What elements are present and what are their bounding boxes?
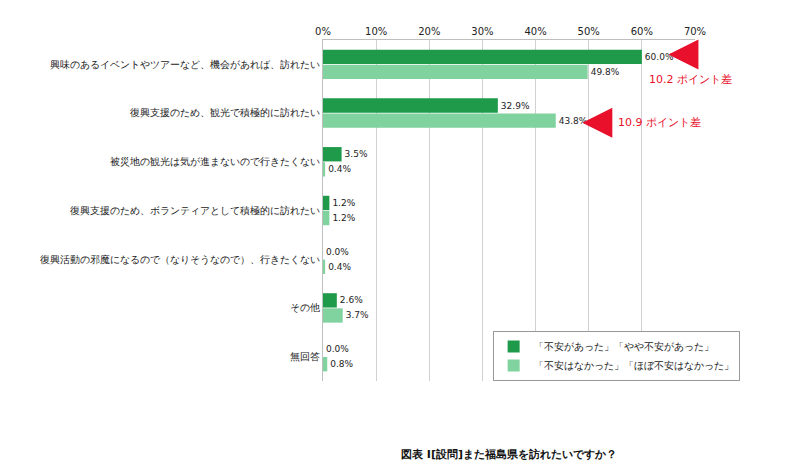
svg-text:60%: 60% (631, 26, 653, 37)
svg-text:その他: その他 (290, 302, 320, 313)
svg-text:1.2%: 1.2% (332, 213, 355, 223)
svg-text:40%: 40% (524, 26, 546, 37)
svg-text:43.8%: 43.8% (559, 116, 588, 126)
svg-text:0.4%: 0.4% (328, 164, 351, 174)
svg-text:20%: 20% (418, 26, 440, 37)
svg-text:「不安はなかった」「ほぼ不安はなかった」: 「不安はなかった」「ほぼ不安はなかった」 (534, 360, 734, 371)
svg-text:0.0%: 0.0% (326, 344, 349, 354)
svg-text:70%: 70% (684, 26, 706, 37)
svg-text:2.6%: 2.6% (340, 295, 363, 305)
svg-text:30%: 30% (471, 26, 493, 37)
svg-text:被災地の観光は気が進まないので行きたくない: 被災地の観光は気が進まないので行きたくない (110, 156, 320, 167)
svg-text:60.0%: 60.0% (645, 52, 674, 62)
svg-text:0.8%: 0.8% (330, 359, 353, 369)
svg-text:10.9 ポイント差: 10.9 ポイント差 (618, 116, 701, 129)
svg-text:0.0%: 0.0% (326, 247, 349, 257)
svg-text:50%: 50% (578, 26, 600, 37)
svg-text:3.7%: 3.7% (346, 310, 369, 320)
svg-text:1.2%: 1.2% (332, 198, 355, 208)
svg-text:「不安があった」「やや不安があった」: 「不安があった」「やや不安があった」 (534, 341, 714, 352)
svg-text:無回答: 無回答 (290, 351, 320, 362)
svg-text:3.5%: 3.5% (345, 149, 368, 159)
svg-text:0.4%: 0.4% (328, 262, 351, 272)
svg-text:49.8%: 49.8% (591, 67, 620, 77)
svg-text:図表 I[設問]また福島県を訪れたいですか？(「不安はなかっ: 図表 I[設問]また福島県を訪れたいですか？(「不安はなかった」「あまり不安はな… (198, 448, 800, 463)
svg-text:10%: 10% (365, 26, 387, 37)
svg-text:10.2 ポイント差: 10.2 ポイント差 (649, 73, 732, 86)
svg-text:復興活動の邪魔になるので（なりそうなので）、行きたくない: 復興活動の邪魔になるので（なりそうなので）、行きたくない (40, 254, 320, 265)
svg-text:復興支援のため、観光で積極的に訪れたい: 復興支援のため、観光で積極的に訪れたい (130, 107, 320, 118)
svg-text:32.9%: 32.9% (501, 101, 530, 111)
svg-text:0%: 0% (315, 26, 331, 37)
svg-text:復興支援のため、ボランティアとして積極的に訪れたい: 復興支援のため、ボランティアとして積極的に訪れたい (70, 205, 320, 216)
svg-text:興味のあるイベントやツアーなど、機会があれば、訪れたい: 興味のあるイベントやツアーなど、機会があれば、訪れたい (50, 59, 320, 70)
